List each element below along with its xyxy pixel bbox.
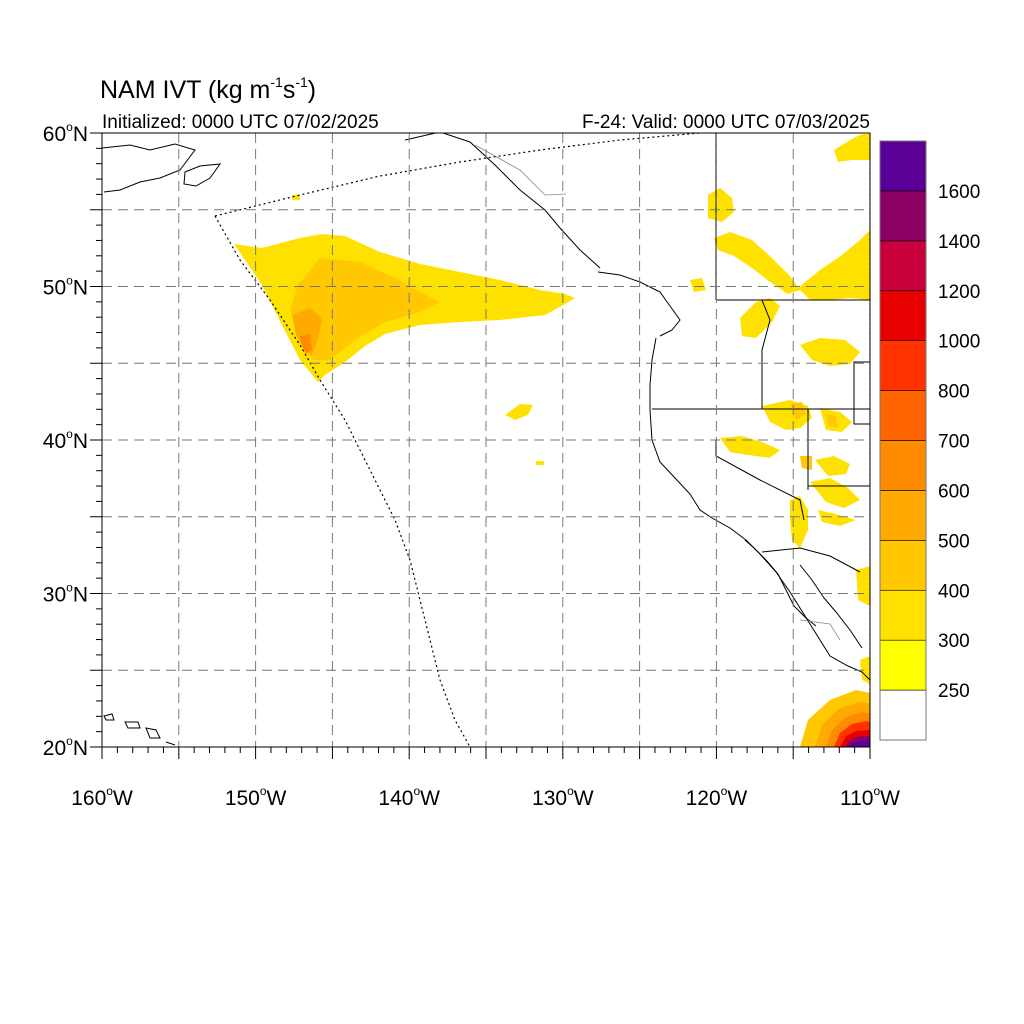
lat-tick-label: 30oN — [43, 581, 88, 607]
colorbar-label: 300 — [938, 631, 970, 652]
colorbar-swatch — [879, 240, 927, 292]
ivt-max-mexico — [800, 690, 870, 747]
colorbar-label: 800 — [938, 382, 970, 403]
map-title: NAM IVT (kg m-1s-1) — [100, 74, 316, 104]
colorbar-label: 500 — [938, 531, 970, 552]
colorbar-label: 1400 — [938, 232, 980, 253]
colorbar-swatch — [879, 190, 927, 242]
colorbar-label: 700 — [938, 432, 970, 453]
plot-area — [102, 133, 870, 747]
minor-boundaries — [474, 144, 841, 641]
colorbar-label: 250 — [938, 681, 970, 702]
lon-tick-label: 130oW — [532, 784, 594, 810]
colorbar-swatch — [879, 639, 927, 691]
colorbar-label: 1200 — [938, 282, 980, 303]
colorbar-label: 400 — [938, 581, 970, 602]
lat-tick-label: 40oN — [43, 427, 88, 453]
longitude-labels: 160oW 150oW 140oW 130oW 120oW 110oW — [71, 784, 900, 810]
colorbar-swatch — [879, 390, 927, 441]
subtitle-initialized: Initialized: 0000 UTC 07/02/2025 — [102, 112, 379, 133]
lon-tick-label: 160oW — [71, 784, 133, 810]
ivt-scattered-orange — [790, 402, 838, 470]
colorbar-swatch — [879, 490, 927, 541]
latitude-labels: 60oN 50oN 40oN 30oN 20oN — [43, 120, 88, 760]
domain-boundary — [214, 133, 870, 747]
coastlines — [102, 133, 870, 746]
colorbar-label: 600 — [938, 481, 970, 502]
lat-tick-label: 20oN — [43, 734, 88, 760]
colorbar-swatch — [879, 340, 927, 391]
lon-tick-label: 150oW — [225, 784, 287, 810]
colorbar-label: 1000 — [938, 332, 980, 353]
colorbar: 250 300 400 500 600 700 800 1000 1200 1400 1600 — [879, 140, 980, 741]
lat-tick-label: 50oN — [43, 274, 88, 300]
colorbar-swatch — [879, 290, 927, 341]
colorbar-swatch — [879, 540, 927, 591]
graticule — [102, 133, 870, 747]
colorbar-swatch — [879, 440, 927, 491]
colorbar-label: 1600 — [938, 182, 980, 203]
axis-ticks — [90, 132, 871, 759]
subtitle-valid: F-24: Valid: 0000 UTC 07/03/2025 — [582, 112, 870, 133]
colorbar-frame — [879, 140, 927, 741]
colorbar-swatch — [879, 589, 927, 641]
lon-tick-label: 140oW — [378, 784, 440, 810]
lon-tick-label: 120oW — [686, 784, 748, 810]
colorbar-swatch — [879, 689, 927, 741]
lat-tick-label: 60oN — [43, 120, 88, 146]
colorbar-swatch — [879, 140, 927, 192]
ivt-plume-pacific — [234, 234, 575, 382]
lon-tick-label: 110oW — [840, 784, 900, 810]
